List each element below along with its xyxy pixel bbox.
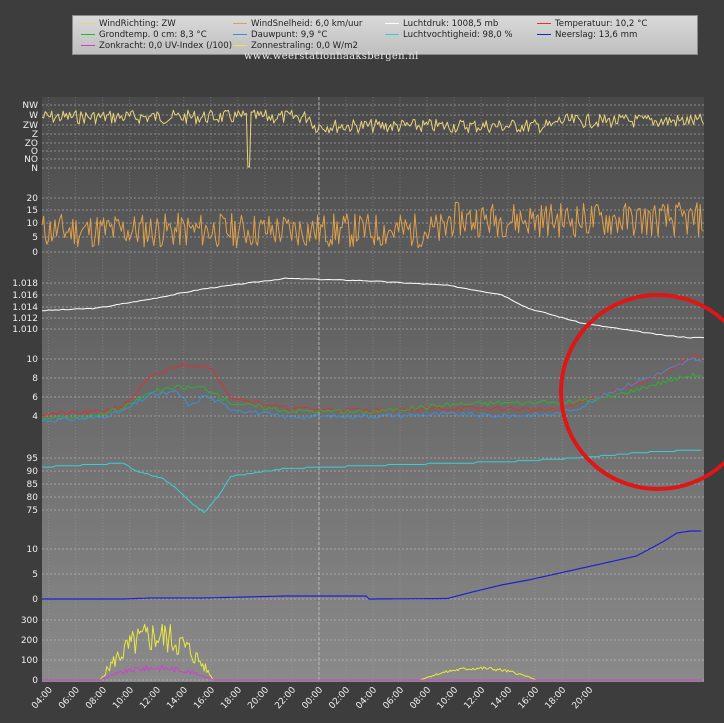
legend-item: Dauwpunt: 9,9 °C bbox=[233, 30, 327, 40]
temp-tick: 4 bbox=[32, 412, 38, 422]
legend-swatch bbox=[233, 23, 247, 24]
site-watermark: www.weerstationhaaksbergen.nl bbox=[244, 51, 419, 62]
legend-item: Temperatuur: 10,2 °C bbox=[537, 19, 647, 29]
legend-swatch bbox=[385, 23, 399, 24]
legend-item: Luchtvochtigheid: 98,0 % bbox=[385, 30, 513, 40]
legend-item: Grondtemp. 0 cm: 8,3 °C bbox=[81, 30, 207, 40]
temp-tick: 6 bbox=[32, 393, 38, 403]
winddir-tick: Z bbox=[32, 130, 38, 140]
winddir-tick: NO bbox=[24, 155, 38, 165]
x-tick-label: 10:00 bbox=[111, 685, 136, 711]
x-tick-label: 04:00 bbox=[30, 685, 55, 711]
pressure-tick: 1.016 bbox=[12, 291, 38, 301]
windspeed-tick: 10 bbox=[27, 219, 39, 229]
legend-label: Zonkracht: 0,0 UV-Index (/100) bbox=[99, 41, 233, 51]
legend-swatch bbox=[233, 45, 247, 46]
x-tick-label: 16:00 bbox=[192, 685, 217, 711]
legend-item: Zonkracht: 0,0 UV-Index (/100) bbox=[81, 41, 232, 51]
legend-label: Neerslag: 13,6 mm bbox=[555, 30, 638, 40]
legend-swatch bbox=[537, 34, 551, 35]
windspeed-tick: 20 bbox=[27, 194, 39, 204]
plot-area bbox=[42, 97, 704, 682]
legend-swatch bbox=[81, 45, 95, 46]
winddir-tick: ZO bbox=[25, 139, 38, 149]
humidity-tick: 85 bbox=[27, 480, 38, 490]
legend-swatch bbox=[233, 34, 247, 35]
pressure-tick: 1.012 bbox=[12, 314, 38, 324]
radiation-tick: 100 bbox=[21, 656, 38, 666]
x-tick-label: 20:00 bbox=[246, 685, 271, 711]
legend-label: Luchtvochtigheid: 98,0 % bbox=[403, 30, 513, 40]
winddir-series bbox=[41, 109, 704, 168]
precip-tick: 0 bbox=[32, 595, 38, 605]
legend-label: Luchtdruk: 1008,5 mb bbox=[403, 19, 499, 29]
winddir-tick: N bbox=[31, 164, 38, 174]
windspeed-series bbox=[41, 201, 704, 249]
humidity-series bbox=[42, 449, 702, 514]
x-tick-label: 20:00 bbox=[571, 685, 596, 711]
temp-series-line bbox=[41, 357, 702, 423]
winddir-tick: O bbox=[31, 147, 38, 157]
pressure-tick: 1.018 bbox=[12, 279, 38, 289]
legend-item: WindRichting: ZW bbox=[81, 19, 176, 29]
windspeed-tick: 5 bbox=[32, 233, 38, 243]
precip-series bbox=[42, 530, 702, 600]
pressure-tick: 1.014 bbox=[12, 303, 38, 313]
highlight-circle bbox=[559, 293, 724, 491]
x-tick-label: 14:00 bbox=[165, 685, 190, 711]
precip-tick: 5 bbox=[32, 570, 38, 580]
x-tick-label: 00:00 bbox=[300, 685, 325, 711]
legend-label: Zonnestraling: 0,0 W/m2 bbox=[251, 41, 358, 51]
radiation-tick: 200 bbox=[21, 636, 38, 646]
legend-item: Zonnestraling: 0,0 W/m2 bbox=[233, 41, 358, 51]
pressure-series bbox=[42, 277, 705, 339]
x-tick-label: 18:00 bbox=[544, 685, 569, 711]
x-tick-label: 02:00 bbox=[327, 685, 352, 711]
humidity-tick: 90 bbox=[27, 467, 39, 477]
legend-label: WindSnelheid: 6,0 km/uur bbox=[251, 19, 363, 29]
radiation-tick: 300 bbox=[21, 616, 38, 626]
winddir-tick: NW bbox=[22, 101, 38, 111]
radiation-tick: 0 bbox=[32, 676, 38, 686]
uv-series bbox=[42, 664, 703, 681]
x-tick-label: 04:00 bbox=[354, 685, 379, 711]
legend-item: WindSnelheid: 6,0 km/uur bbox=[233, 19, 362, 29]
x-tick-label: 14:00 bbox=[490, 685, 515, 711]
legend-swatch bbox=[385, 34, 399, 35]
legend-label: Grondtemp. 0 cm: 8,3 °C bbox=[99, 30, 207, 40]
x-tick-label: 10:00 bbox=[436, 685, 461, 711]
humidity-tick: 75 bbox=[27, 506, 38, 516]
legend-label: WindRichting: ZW bbox=[99, 19, 176, 29]
x-tick-label: 08:00 bbox=[408, 685, 433, 711]
x-tick-label: 06:00 bbox=[57, 685, 82, 711]
x-tick-label: 12:00 bbox=[463, 685, 488, 711]
windspeed-tick: 15 bbox=[27, 206, 38, 216]
precip-tick: 10 bbox=[27, 545, 39, 555]
temp-tick: 8 bbox=[32, 374, 38, 384]
x-tick-label: 18:00 bbox=[219, 685, 244, 711]
x-tick-label: 06:00 bbox=[381, 685, 406, 711]
winddir-tick: ZW bbox=[23, 121, 38, 131]
windspeed-tick: 0 bbox=[32, 248, 38, 258]
legend-item: Neerslag: 13,6 mm bbox=[537, 30, 637, 40]
legend: WindRichting: ZW WindSnelheid: 6,0 km/uur… bbox=[72, 15, 698, 55]
humidity-tick: 80 bbox=[27, 493, 39, 503]
x-tick-label: 16:00 bbox=[517, 685, 542, 711]
humidity-tick: 95 bbox=[27, 454, 38, 464]
temp-tick: 10 bbox=[27, 355, 39, 365]
legend-swatch bbox=[81, 34, 95, 35]
legend-label: Dauwpunt: 9,9 °C bbox=[251, 30, 328, 40]
x-tick-label: 22:00 bbox=[273, 685, 298, 711]
pressure-tick: 1.010 bbox=[12, 325, 38, 335]
x-tick-label: 08:00 bbox=[84, 685, 109, 711]
legend-swatch bbox=[81, 23, 95, 24]
x-tick-label: 12:00 bbox=[138, 685, 163, 711]
winddir-tick: W bbox=[29, 111, 38, 121]
legend-swatch bbox=[537, 23, 551, 24]
legend-label: Temperatuur: 10,2 °C bbox=[555, 19, 648, 29]
legend-item: Luchtdruk: 1008,5 mb bbox=[385, 19, 498, 29]
